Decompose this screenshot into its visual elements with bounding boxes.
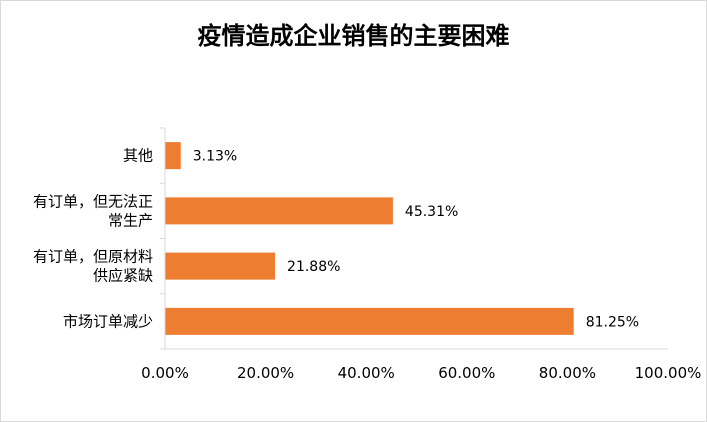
bar — [165, 142, 181, 170]
bar — [165, 307, 574, 335]
x-tick-label: 80.00% — [539, 364, 596, 382]
category-label: 供应紧缺 — [93, 267, 153, 285]
category-label: 有订单，但无法正 — [33, 192, 153, 210]
bar — [165, 252, 276, 280]
bar — [165, 197, 393, 225]
x-tick-label: 60.00% — [438, 364, 495, 382]
x-tick-label: 20.00% — [237, 364, 294, 382]
data-label: 81.25% — [586, 314, 639, 330]
data-label: 45.31% — [405, 204, 458, 220]
data-label: 21.88% — [287, 259, 340, 275]
category-label: 其他 — [123, 147, 153, 165]
data-label: 3.13% — [193, 149, 237, 165]
category-label: 常生产 — [108, 211, 153, 229]
category-label: 有订单，但原材料 — [33, 248, 153, 266]
x-tick-label: 40.00% — [338, 364, 395, 382]
x-tick-label: 0.00% — [141, 364, 189, 382]
x-tick-label: 100.00% — [635, 364, 702, 382]
chart-title: 疫情造成企业销售的主要困难 — [197, 22, 510, 50]
category-label: 市场订单减少 — [63, 312, 153, 330]
